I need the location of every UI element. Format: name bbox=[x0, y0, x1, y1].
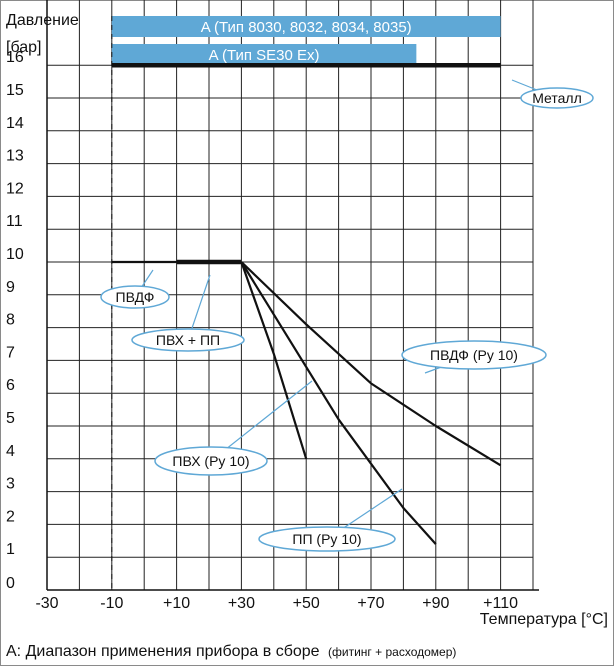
annotation-bubble bbox=[100, 285, 170, 309]
x-tick-label: +10 bbox=[163, 595, 190, 612]
annotation-bubble bbox=[258, 526, 396, 552]
y-tick-label: 7 bbox=[6, 344, 15, 361]
x-tick-label: +30 bbox=[228, 595, 255, 612]
footnote: A: Диапазон применения прибора в сборе (… bbox=[6, 643, 456, 660]
y-tick-label: 5 bbox=[6, 410, 15, 427]
y-tick-label: 9 bbox=[6, 279, 15, 296]
y-tick-label: 8 bbox=[6, 312, 15, 329]
series-пп-ру-10 bbox=[240, 261, 437, 545]
range-bars: A (Тип 8030, 8032, 8034, 8035) A (Тип SE3… bbox=[111, 16, 501, 65]
annotation-label: ПВХ + ПП bbox=[156, 332, 220, 348]
footnote-main: A: Диапазон применения прибора в сборе bbox=[6, 643, 320, 660]
annotation-label: Металл bbox=[532, 90, 582, 106]
annotation-label: ПП (Ру 10) bbox=[292, 531, 361, 547]
y-tick-label: 6 bbox=[6, 377, 15, 394]
tick-labels: -30 -10 +10 +30 +50 +70 +90 +110012345678910111… bbox=[6, 49, 518, 612]
annotation-label: ПВДФ (Ру 10) bbox=[430, 347, 518, 363]
x-tick-label: -30 bbox=[35, 595, 58, 612]
axes bbox=[46, 0, 539, 591]
y-tick-label: 0 bbox=[6, 575, 15, 592]
annotation-bubble bbox=[401, 340, 547, 370]
footnote-small: (фитинг + расходомер) bbox=[328, 645, 456, 659]
y-axis-label: Давление bbox=[6, 12, 79, 29]
y-tick-label: 4 bbox=[6, 443, 15, 460]
annotation-label: ПВХ (Ру 10) bbox=[172, 453, 249, 469]
y-axis-unit: [бар] bbox=[6, 39, 41, 56]
y-tick-label: 12 bbox=[6, 180, 24, 197]
y-tick-label: 1 bbox=[6, 541, 15, 558]
y-tick-label: 14 bbox=[6, 115, 24, 132]
x-axis-label: Температура [°C] bbox=[480, 611, 608, 628]
series-пвх-ру-10 bbox=[240, 261, 308, 460]
y-tick-label: 3 bbox=[6, 476, 15, 493]
y-tick-label: 13 bbox=[6, 148, 24, 165]
x-tick-label: +110 bbox=[483, 595, 518, 612]
x-tick-label: +90 bbox=[422, 595, 449, 612]
annotations: Металл ПВДФ ПВХ + ПП ПВДФ (Ру 10) ПВХ (Ру 10… bbox=[100, 87, 594, 552]
y-tick-label: 11 bbox=[6, 213, 23, 230]
x-tick-label: -10 bbox=[100, 595, 123, 612]
y-tick-label: 10 bbox=[6, 246, 24, 263]
series-пвдф-ру-10 bbox=[240, 261, 502, 467]
range-bar bbox=[111, 44, 417, 65]
y-tick-label: 15 bbox=[6, 82, 24, 99]
grid bbox=[47, 0, 534, 590]
range-bar bbox=[111, 16, 501, 37]
y-tick-label: 16 bbox=[6, 49, 24, 66]
series-group bbox=[111, 62, 502, 545]
annotation-bubble bbox=[154, 446, 268, 476]
annotation-bubble bbox=[131, 328, 245, 352]
range-bar-label: A (Тип 8030, 8032, 8034, 8035) bbox=[201, 19, 412, 36]
range-bar-label: A (Тип SE30 Ex) bbox=[209, 47, 320, 64]
y-tick-label: 2 bbox=[6, 508, 15, 525]
x-tick-label: +70 bbox=[357, 595, 384, 612]
x-tick-label: +50 bbox=[293, 595, 320, 612]
annotation-label: ПВДФ bbox=[116, 289, 155, 305]
annotation-bubble bbox=[520, 87, 594, 109]
